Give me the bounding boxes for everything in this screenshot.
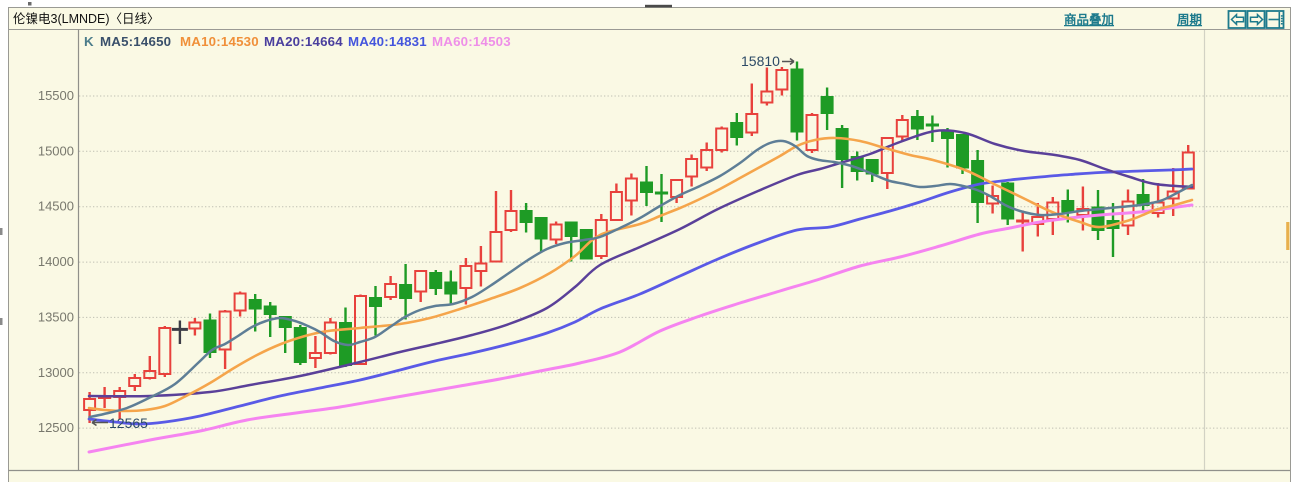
svg-text:MA40:14831: MA40:14831 [348, 34, 427, 49]
svg-text:12565: 12565 [109, 415, 148, 431]
svg-text:15000: 15000 [38, 143, 74, 158]
svg-text:MA20:14664: MA20:14664 [264, 34, 343, 49]
svg-text:15500: 15500 [38, 88, 74, 103]
svg-text:周期: 周期 [1177, 12, 1202, 27]
svg-text:14500: 14500 [38, 199, 74, 214]
svg-text:MA60:14503: MA60:14503 [432, 34, 511, 49]
svg-text:K: K [84, 34, 94, 49]
svg-text:14000: 14000 [38, 254, 74, 269]
svg-text:MA5:14650: MA5:14650 [100, 34, 171, 49]
svg-text:13500: 13500 [38, 309, 74, 324]
svg-text:商品叠加: 商品叠加 [1064, 12, 1114, 27]
svg-text:伦镍电3(LMNDE)〈日线〉: 伦镍电3(LMNDE)〈日线〉 [13, 11, 160, 26]
svg-text:15810: 15810 [741, 53, 780, 69]
svg-text:12500: 12500 [38, 420, 74, 435]
svg-text:13000: 13000 [38, 365, 74, 380]
svg-text:MA10:14530: MA10:14530 [180, 34, 259, 49]
